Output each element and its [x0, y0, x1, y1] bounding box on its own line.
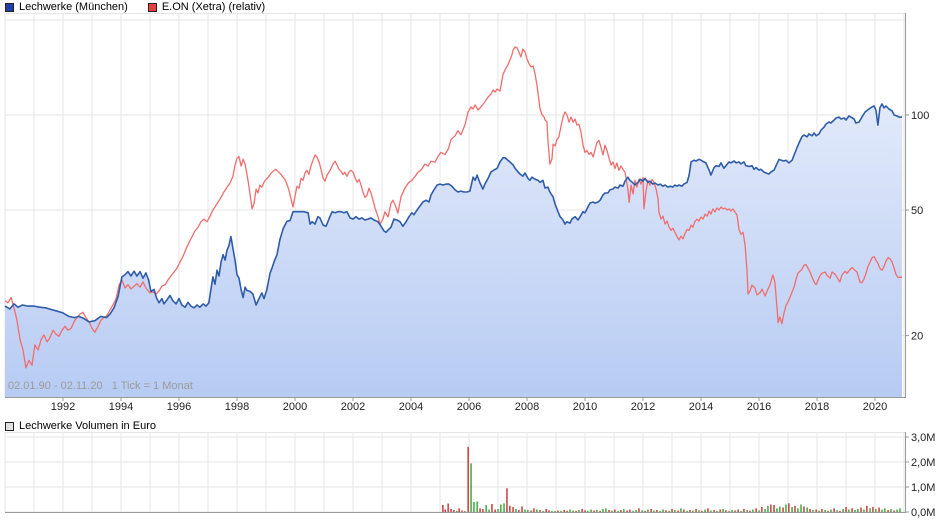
volume-chart-canvas[interactable]: 3,0M 2,0M 1,0M 0,0M	[0, 432, 940, 526]
lechwerke-series-swatch-icon	[5, 2, 14, 12]
legend-item-lechwerke: Lechwerke (München)	[5, 1, 128, 13]
eon-line-series	[4, 46, 902, 369]
svg-text:1994: 1994	[109, 401, 133, 413]
svg-text:1998: 1998	[225, 401, 249, 413]
svg-text:3,0M: 3,0M	[911, 432, 935, 444]
price-chart-canvas[interactable]: 1992 1994 1996 1998 2000 2002 2004 2006 2008 2010…	[0, 13, 940, 419]
volume-bars	[442, 446, 901, 513]
svg-text:2002: 2002	[341, 401, 365, 413]
svg-text:2014: 2014	[689, 401, 713, 413]
svg-text:0,0M: 0,0M	[911, 507, 935, 519]
legend-label-volume: Lechwerke Volumen in Euro	[19, 420, 156, 432]
svg-text:50: 50	[911, 205, 923, 217]
svg-text:2020: 2020	[863, 401, 887, 413]
lechwerke-line-series	[4, 103, 902, 323]
svg-text:2008: 2008	[515, 401, 539, 413]
svg-text:2004: 2004	[399, 401, 423, 413]
svg-text:2018: 2018	[805, 401, 829, 413]
svg-text:2000: 2000	[283, 401, 307, 413]
price-axes: 1992 1994 1996 1998 2000 2002 2004 2006 2008 2010…	[5, 13, 929, 413]
legend-item-eon: E.ON (Xetra) (relativ)	[147, 1, 266, 13]
svg-text:2016: 2016	[747, 401, 771, 413]
svg-text:2012: 2012	[631, 401, 655, 413]
svg-text:20: 20	[911, 331, 923, 343]
svg-text:1992: 1992	[51, 401, 75, 413]
svg-text:2006: 2006	[457, 401, 481, 413]
svg-text:2,0M: 2,0M	[911, 457, 935, 469]
lechwerke-area-fill	[5, 103, 902, 398]
volume-legend: Lechwerke Volumen in Euro	[5, 420, 156, 432]
eon-series-swatch-icon	[147, 2, 157, 12]
svg-text:2010: 2010	[573, 401, 597, 413]
legend-label-lechwerke: Lechwerke (München)	[19, 1, 128, 13]
legend-item-volume: Lechwerke Volumen in Euro	[5, 420, 156, 432]
svg-text:1996: 1996	[167, 401, 191, 413]
volume-grid	[4, 432, 905, 513]
volume-series-swatch-icon	[5, 421, 14, 431]
legend-label-eon: E.ON (Xetra) (relativ)	[161, 1, 266, 13]
price-legend: Lechwerke (München) E.ON (Xetra) (relati…	[5, 1, 265, 13]
svg-text:1,0M: 1,0M	[911, 482, 935, 494]
svg-text:100: 100	[911, 110, 929, 122]
volume-axes: 3,0M 2,0M 1,0M 0,0M	[5, 432, 935, 519]
